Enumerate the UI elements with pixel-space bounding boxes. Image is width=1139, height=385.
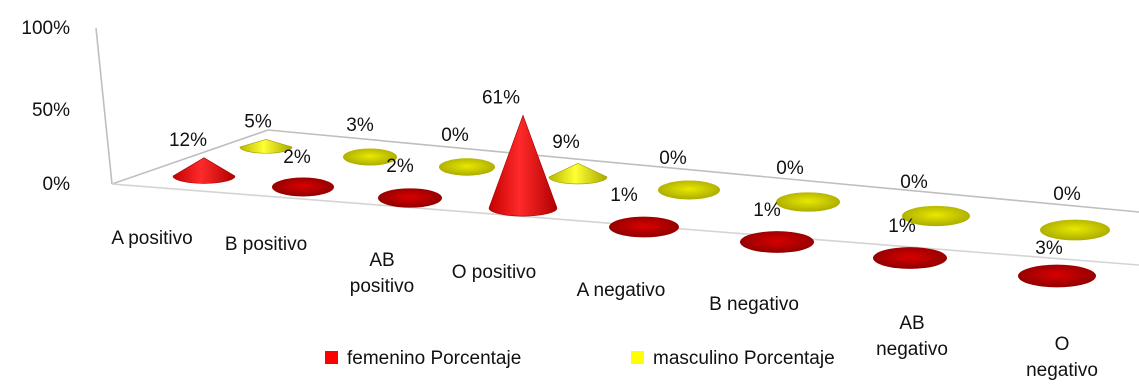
data-labels: 5% 3% 0% 9% 0% 0% 0% 0% 12% 2% 2% 61% 1% 1% 1% 3% xyxy=(169,87,1081,259)
legend: femenino Porcentaje masculino Porcentaje xyxy=(325,348,835,369)
data-label: 0% xyxy=(441,125,469,146)
cone-base xyxy=(873,247,947,269)
femenino-mark-7 xyxy=(1018,264,1096,288)
y-tick-label: 0% xyxy=(43,174,71,195)
masculino-mark-1 xyxy=(343,148,397,166)
cone-base xyxy=(1018,264,1096,288)
femenino-mark-1 xyxy=(272,177,334,197)
data-label: 9% xyxy=(552,132,580,153)
masculino-mark-3 xyxy=(548,162,608,185)
category-label: A positivo xyxy=(111,228,192,249)
cone-base xyxy=(439,158,495,176)
cone xyxy=(488,114,558,217)
legend-label: masculino Porcentaje xyxy=(653,348,835,369)
legend-swatch xyxy=(325,351,338,364)
data-label: 1% xyxy=(610,185,638,206)
data-label: 2% xyxy=(283,147,311,168)
category-label: A negativo xyxy=(577,280,666,301)
data-label: 0% xyxy=(1053,184,1081,205)
masculino-mark-7 xyxy=(1040,219,1110,241)
category-labels: A positivo B positivo AB positivo O positivo… xyxy=(111,228,1098,381)
data-label: 12% xyxy=(169,130,207,151)
legend-item: masculino Porcentaje xyxy=(631,348,835,369)
femenino-mark-0 xyxy=(172,157,236,184)
category-label: B negativo xyxy=(709,294,799,315)
category-label: O positivo xyxy=(452,262,536,283)
masculino-mark-5 xyxy=(776,192,840,212)
category-label: B positivo xyxy=(225,234,307,255)
cone-base xyxy=(658,180,720,200)
chart-marks xyxy=(172,114,1110,288)
data-label: 0% xyxy=(659,148,687,169)
y-tick-label: 100% xyxy=(21,18,70,39)
cone-base xyxy=(609,216,679,238)
category-label: AB negativo xyxy=(876,313,948,360)
cone-base xyxy=(378,188,442,208)
data-label: 0% xyxy=(900,172,928,193)
femenino-mark-2 xyxy=(378,188,442,208)
cone-base xyxy=(1040,219,1110,241)
masculino-mark-4 xyxy=(658,180,720,200)
data-label: 5% xyxy=(244,111,272,132)
cone xyxy=(548,162,608,185)
legend-item: femenino Porcentaje xyxy=(325,348,521,369)
cone-base xyxy=(740,231,814,253)
femenino-mark-6 xyxy=(873,247,947,269)
cone-base xyxy=(902,205,970,227)
legend-label: femenino Porcentaje xyxy=(347,348,521,369)
legend-swatch xyxy=(631,351,644,364)
y-axis-ticks: 0% 50% 100% xyxy=(21,18,70,195)
masculino-mark-0 xyxy=(239,139,293,154)
cone-base xyxy=(272,177,334,197)
data-label: 1% xyxy=(753,200,781,221)
data-label: 3% xyxy=(1035,238,1063,259)
cone-base xyxy=(776,192,840,212)
category-label: AB positivo xyxy=(350,250,414,297)
cone xyxy=(172,157,236,184)
femenino-mark-3 xyxy=(488,114,558,217)
femenino-mark-5 xyxy=(740,231,814,253)
masculino-mark-6 xyxy=(902,205,970,227)
cone-base xyxy=(343,148,397,166)
data-label: 2% xyxy=(386,156,414,177)
data-label: 1% xyxy=(888,216,916,237)
femenino-mark-4 xyxy=(609,216,679,238)
data-label: 0% xyxy=(776,158,804,179)
y-tick-label: 50% xyxy=(32,100,70,121)
cone xyxy=(239,139,293,154)
data-label: 3% xyxy=(346,115,374,136)
masculino-mark-2 xyxy=(439,158,495,176)
data-label: 61% xyxy=(482,87,520,108)
